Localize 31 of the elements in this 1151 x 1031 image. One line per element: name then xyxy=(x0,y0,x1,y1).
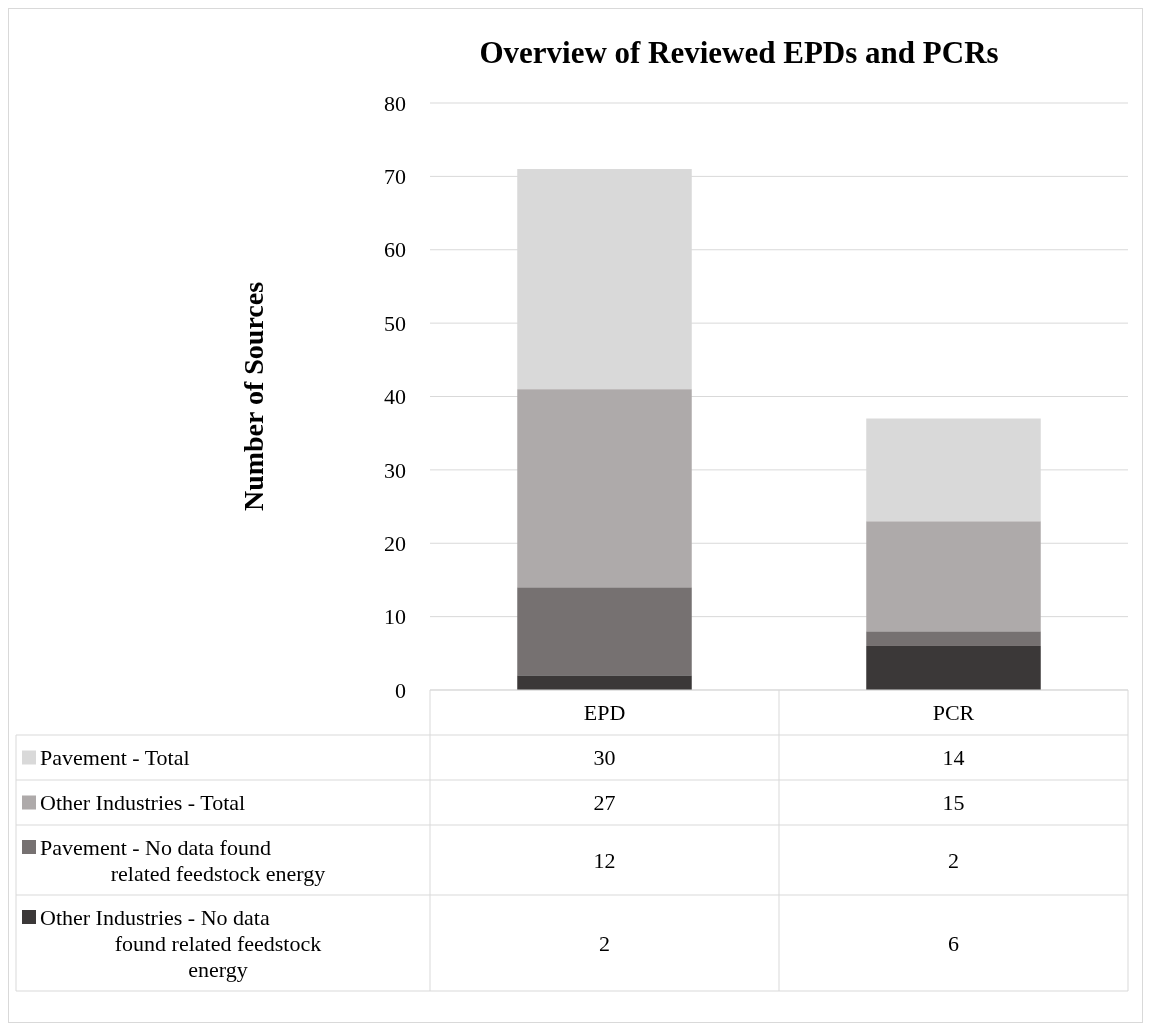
x-tick-label: EPD xyxy=(583,700,626,726)
x-tick-label: PCR xyxy=(932,700,975,726)
y-tick-label: 30 xyxy=(384,457,406,483)
y-tick-label: 50 xyxy=(384,310,406,336)
data-label: 14 xyxy=(942,745,965,771)
data-label: 15 xyxy=(942,790,965,816)
chart-title: Overview of Reviewed EPDs and PCRs xyxy=(479,35,999,70)
bar xyxy=(517,675,692,690)
y-tick-label: 80 xyxy=(384,90,406,116)
bar xyxy=(517,587,692,676)
legend-label: Other Industries - Total xyxy=(40,790,246,816)
data-label: 12 xyxy=(593,847,616,873)
y-tick-label: 70 xyxy=(384,164,406,190)
bar xyxy=(517,389,692,588)
bar xyxy=(866,521,1041,632)
y-tick-label: 0 xyxy=(395,677,406,703)
legend-label: Pavement - Total xyxy=(40,745,190,771)
data-label: 2 xyxy=(599,930,610,956)
data-label: 2 xyxy=(948,847,959,873)
bar xyxy=(866,631,1041,646)
y-tick-label: 10 xyxy=(384,604,406,630)
y-tick-label: 40 xyxy=(384,384,406,410)
data-label: 27 xyxy=(593,790,616,816)
legend-label: Other Industries - No data found related feedstock energy xyxy=(40,904,322,982)
legend-label: Pavement - No data found related feedstock energy xyxy=(40,834,326,886)
data-label: 6 xyxy=(948,930,959,956)
bar xyxy=(866,645,1041,690)
data-label: 30 xyxy=(593,745,616,771)
y-tick-label: 20 xyxy=(384,530,406,556)
y-tick-label: 60 xyxy=(384,237,406,263)
y-axis-title: Number of Sources xyxy=(238,281,269,512)
